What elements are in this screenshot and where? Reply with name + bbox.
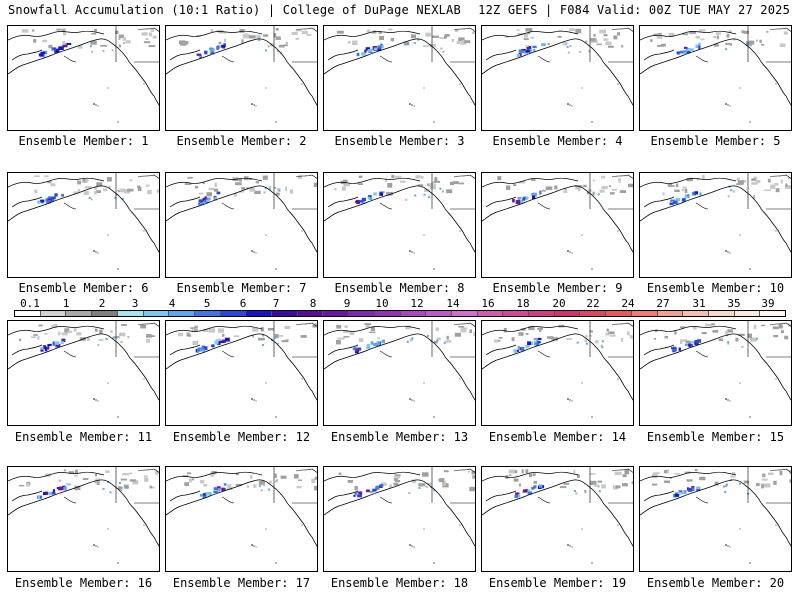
colorbar-swatch xyxy=(631,311,658,316)
colorbar-tick-label: 2 xyxy=(98,297,106,310)
colorbar-tick-label: 18 xyxy=(516,297,530,310)
colorbar-swatch xyxy=(683,311,709,316)
ensemble-member-label: Ensemble Member: 6 xyxy=(18,281,149,295)
ensemble-member-map[interactable] xyxy=(481,172,634,278)
ensemble-member-map[interactable] xyxy=(7,172,160,278)
colorbar-swatch xyxy=(194,311,221,316)
ensemble-member-label: Ensemble Member: 4 xyxy=(492,134,623,148)
ensemble-member-label: Ensemble Member: 17 xyxy=(172,576,311,590)
ensemble-member-map[interactable] xyxy=(481,466,634,572)
colorbar-tick-label: 9 xyxy=(343,297,351,310)
ensemble-member-map[interactable] xyxy=(165,25,318,131)
ensemble-member-map[interactable] xyxy=(323,466,476,572)
ensemble-member-label: Ensemble Member: 12 xyxy=(172,430,311,444)
ensemble-member-map[interactable] xyxy=(481,320,634,426)
colorbar-swatch xyxy=(323,311,350,316)
ensemble-member-map[interactable] xyxy=(165,466,318,572)
ensemble-member-label: Ensemble Member: 20 xyxy=(646,576,785,590)
colorbar-swatch xyxy=(554,311,581,316)
ensemble-member-label: Ensemble Member: 13 xyxy=(330,430,469,444)
colorbar-swatch xyxy=(272,311,298,316)
ensemble-member-map[interactable] xyxy=(639,25,792,131)
colorbar-swatch xyxy=(426,311,452,316)
colorbar-tick-label: 16 xyxy=(481,297,495,310)
colorbar-swatch xyxy=(40,311,67,316)
colorbar-tick-label: 24 xyxy=(621,297,635,310)
ensemble-member-map[interactable] xyxy=(481,25,634,131)
colorbar-swatch xyxy=(451,311,478,316)
ensemble-member-label: Ensemble Member: 19 xyxy=(488,576,627,590)
colorbar-tick-label: 7 xyxy=(272,297,280,310)
colorbar-tick-label: 31 xyxy=(692,297,706,310)
colorbar-swatch xyxy=(15,311,41,316)
ensemble-member-map[interactable] xyxy=(639,466,792,572)
ensemble-member-map[interactable] xyxy=(165,320,318,426)
colorbar-tick-label: 5 xyxy=(203,297,211,310)
colorbar-tick-label: 4 xyxy=(168,297,176,310)
ensemble-member-label: Ensemble Member: 7 xyxy=(176,281,307,295)
ensemble-member-map[interactable] xyxy=(323,172,476,278)
model-run-info: 12Z GEFS | F084 Valid: 00Z TUE MAY 27 20… xyxy=(478,3,790,17)
colorbar-swatch xyxy=(66,311,93,316)
colorbar-tick-label: 35 xyxy=(727,297,741,310)
colorbar-swatch xyxy=(657,311,684,316)
colorbar-swatch xyxy=(92,311,118,316)
colorbar-tick-label: 8 xyxy=(309,297,317,310)
colorbar-swatch xyxy=(529,311,555,316)
colorbar-tick-label: 0.1 xyxy=(20,297,40,310)
map-title: Snowfall Accumulation (10:1 Ratio) | Col… xyxy=(8,3,461,17)
colorbar-swatch xyxy=(606,311,632,316)
ensemble-member-label: Ensemble Member: 3 xyxy=(334,134,465,148)
colorbar-tick-label: 20 xyxy=(552,297,566,310)
colorbar-swatch xyxy=(246,311,273,316)
ensemble-member-map[interactable] xyxy=(639,320,792,426)
colorbar-swatch xyxy=(760,311,786,316)
colorbar-tick-label: 6 xyxy=(239,297,247,310)
colorbar-swatch xyxy=(169,311,195,316)
ensemble-member-label: Ensemble Member: 15 xyxy=(646,430,785,444)
snowfall-colorbar xyxy=(14,310,786,317)
colorbar-tick-label: 39 xyxy=(761,297,775,310)
ensemble-member-map[interactable] xyxy=(7,466,160,572)
colorbar-swatch xyxy=(708,311,735,316)
ensemble-member-map[interactable] xyxy=(165,172,318,278)
colorbar-tick-label: 27 xyxy=(656,297,670,310)
ensemble-member-label: Ensemble Member: 8 xyxy=(334,281,465,295)
ensemble-member-map[interactable] xyxy=(639,172,792,278)
colorbar-swatch xyxy=(503,311,530,316)
colorbar-tick-label: 22 xyxy=(586,297,600,310)
colorbar-swatch xyxy=(117,311,144,316)
colorbar-swatch xyxy=(220,311,247,316)
ensemble-member-map[interactable] xyxy=(323,25,476,131)
ensemble-member-map[interactable] xyxy=(323,320,476,426)
ensemble-member-label: Ensemble Member: 5 xyxy=(650,134,781,148)
ensemble-member-label: Ensemble Member: 9 xyxy=(492,281,623,295)
ensemble-member-label: Ensemble Member: 11 xyxy=(14,430,153,444)
colorbar-tick-label: 3 xyxy=(131,297,139,310)
ensemble-member-label: Ensemble Member: 1 xyxy=(18,134,149,148)
colorbar-tick-label: 1 xyxy=(62,297,70,310)
colorbar-swatch xyxy=(400,311,427,316)
ensemble-member-label: Ensemble Member: 16 xyxy=(14,576,153,590)
colorbar-swatch xyxy=(297,311,324,316)
colorbar-swatch xyxy=(734,311,761,316)
ensemble-member-label: Ensemble Member: 18 xyxy=(330,576,469,590)
colorbar-tick-label: 10 xyxy=(375,297,389,310)
colorbar-swatch xyxy=(580,311,607,316)
ensemble-member-label: Ensemble Member: 2 xyxy=(176,134,307,148)
colorbar-tick-label: 14 xyxy=(446,297,460,310)
ensemble-member-map[interactable] xyxy=(7,320,160,426)
colorbar-swatch xyxy=(374,311,401,316)
colorbar-swatch xyxy=(477,311,504,316)
colorbar-swatch xyxy=(143,311,170,316)
colorbar-swatch xyxy=(349,311,375,316)
ensemble-member-map[interactable] xyxy=(7,25,160,131)
ensemble-member-label: Ensemble Member: 10 xyxy=(646,281,785,295)
colorbar-tick-label: 12 xyxy=(410,297,424,310)
ensemble-member-label: Ensemble Member: 14 xyxy=(488,430,627,444)
